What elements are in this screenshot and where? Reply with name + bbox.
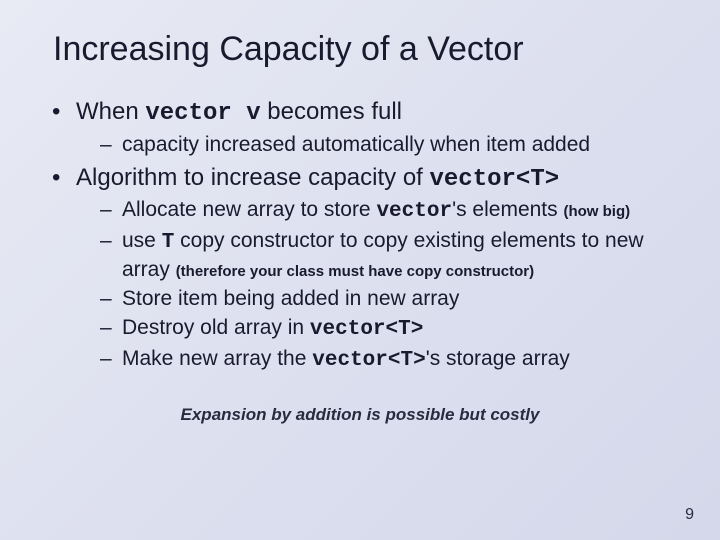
sub-list: Allocate new array to store vector's ele…: [76, 197, 672, 374]
text: Destroy old array in: [122, 316, 310, 339]
text: use: [122, 229, 162, 252]
sub-bullet: Make new array the vector<T>'s storage a…: [100, 346, 672, 375]
aside-text: (therefore your class must have copy con…: [176, 263, 534, 280]
code-text: vector<T>: [430, 166, 560, 193]
code-text: vector<T>: [312, 349, 425, 372]
text: becomes full: [261, 98, 402, 125]
sub-bullet: Store item being added in new array: [100, 286, 672, 313]
text: Store item being added in new array: [122, 287, 459, 310]
aside-text: (how big): [563, 203, 630, 220]
text: When: [76, 98, 145, 125]
slide: Increasing Capacity of a Vector When vec…: [0, 0, 720, 425]
sub-bullet: capacity increased automatically when it…: [100, 132, 672, 159]
text: capacity increased automatically when it…: [122, 133, 590, 156]
bullet-list: When vector v becomes full capacity incr…: [48, 97, 672, 375]
bullet-2: Algorithm to increase capacity of vector…: [48, 163, 672, 375]
sub-bullet: use T copy constructor to copy existing …: [100, 228, 672, 284]
text: 's storage array: [426, 347, 570, 370]
page-number: 9: [685, 506, 694, 524]
code-text: vector<T>: [310, 318, 423, 341]
text: Allocate new array to store: [122, 198, 376, 221]
code-text: vector: [376, 200, 452, 223]
code-text: vector v: [145, 100, 260, 127]
text: Algorithm to increase capacity of: [76, 164, 430, 191]
slide-title: Increasing Capacity of a Vector: [53, 30, 672, 69]
footnote: Expansion by addition is possible but co…: [48, 405, 672, 425]
sub-bullet: Allocate new array to store vector's ele…: [100, 197, 672, 226]
text: 's elements: [452, 198, 563, 221]
bullet-1: When vector v becomes full capacity incr…: [48, 97, 672, 159]
sub-list: capacity increased automatically when it…: [76, 132, 672, 159]
text: Make new array the: [122, 347, 312, 370]
sub-bullet: Destroy old array in vector<T>: [100, 315, 672, 344]
code-text: T: [162, 231, 175, 254]
